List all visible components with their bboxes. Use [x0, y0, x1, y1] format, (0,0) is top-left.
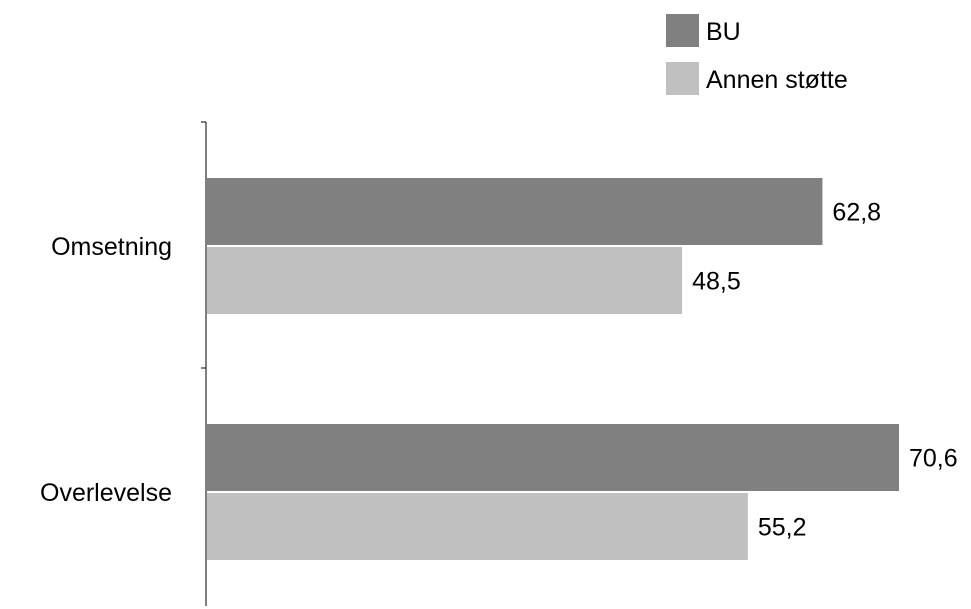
legend-label: BU [706, 18, 741, 46]
category-axis [201, 121, 207, 606]
value-label: 55,2 [758, 514, 807, 542]
bars [207, 178, 899, 560]
bar-annen-stotte-0 [207, 247, 683, 314]
value-label: 48,5 [692, 268, 741, 296]
value-label: 62,8 [832, 199, 881, 227]
value-label: 70,6 [909, 445, 958, 473]
legend-item: Annen støtte [666, 62, 848, 95]
bar-bu-0 [207, 178, 823, 245]
category-label: Overlevelse [40, 479, 172, 507]
category-labels: Omsetning Overlevelse [40, 233, 172, 507]
legend: BU Annen støtte [666, 14, 848, 95]
legend-swatch [666, 62, 699, 95]
legend-item: BU [666, 14, 741, 47]
bar-annen-stotte-1 [207, 493, 748, 560]
legend-swatch [666, 14, 699, 47]
bar-bu-1 [207, 424, 899, 491]
legend-label: Annen støtte [706, 66, 848, 94]
value-labels: 62,8 48,5 70,6 55,2 [692, 199, 958, 542]
category-label: Omsetning [51, 233, 172, 261]
